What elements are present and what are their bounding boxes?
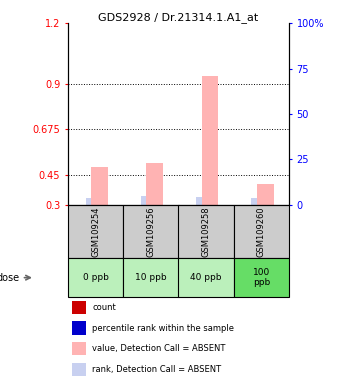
Bar — [68, 205, 123, 258]
Text: value, Detection Call = ABSENT: value, Detection Call = ABSENT — [92, 344, 226, 353]
Bar — [251, 198, 257, 205]
Bar — [234, 205, 289, 258]
Text: dose: dose — [0, 273, 19, 283]
Bar — [147, 164, 163, 205]
Text: GSM109254: GSM109254 — [91, 206, 100, 257]
Text: 40 ppb: 40 ppb — [190, 273, 222, 282]
Bar — [196, 197, 202, 205]
Bar — [72, 301, 86, 314]
Bar — [72, 363, 86, 376]
Bar — [202, 76, 218, 205]
Text: 0 ppb: 0 ppb — [83, 273, 108, 282]
Text: rank, Detection Call = ABSENT: rank, Detection Call = ABSENT — [92, 365, 221, 374]
Bar — [68, 258, 123, 298]
Text: percentile rank within the sample: percentile rank within the sample — [92, 324, 234, 333]
Bar — [123, 258, 178, 298]
Text: GSM109260: GSM109260 — [257, 206, 266, 257]
Text: GSM109256: GSM109256 — [147, 206, 155, 257]
Bar — [178, 258, 234, 298]
Bar — [86, 198, 91, 205]
Text: 10 ppb: 10 ppb — [135, 273, 167, 282]
Bar — [257, 184, 273, 205]
Bar — [72, 321, 86, 335]
Bar — [91, 167, 108, 205]
Bar — [178, 205, 234, 258]
Bar — [72, 342, 86, 355]
Title: GDS2928 / Dr.21314.1.A1_at: GDS2928 / Dr.21314.1.A1_at — [98, 12, 259, 23]
Bar — [234, 258, 289, 298]
Bar — [123, 205, 178, 258]
Bar — [141, 197, 147, 205]
Text: GSM109258: GSM109258 — [202, 206, 210, 257]
Text: count: count — [92, 303, 116, 312]
Text: 100
ppb: 100 ppb — [253, 268, 270, 287]
